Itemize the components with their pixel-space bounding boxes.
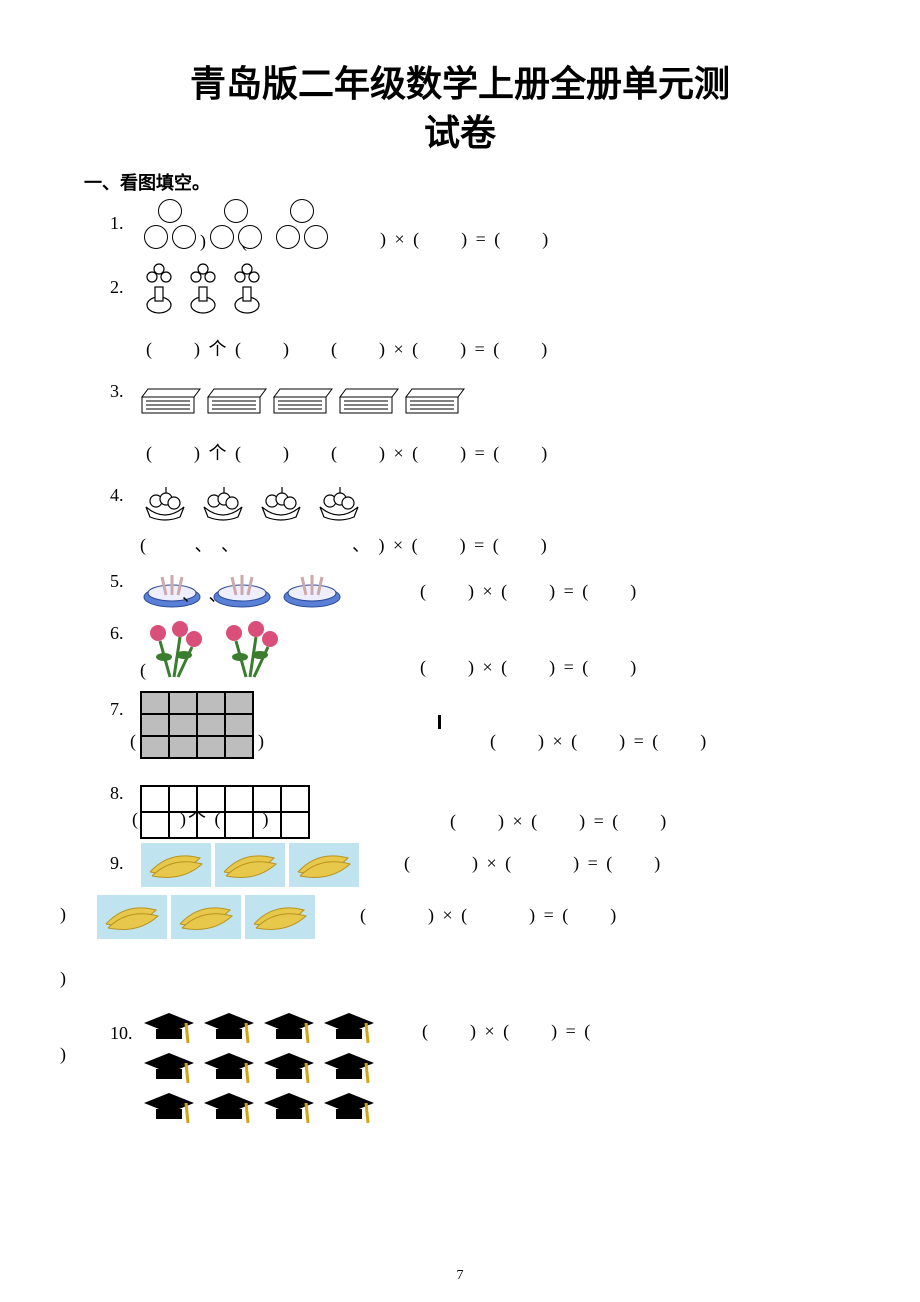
banana-icon — [140, 842, 212, 888]
q6-pics — [140, 619, 400, 685]
count-blank[interactable]: ( — [140, 660, 148, 681]
roses-icon — [216, 619, 286, 685]
count-blank[interactable]: ( 、 、 、 ) × ( ) = ( ) — [140, 531, 549, 557]
q1-pics: ) 个 ( — [140, 199, 400, 257]
question-3-eq: ( ) 个 ( ) ( ) × ( ) = ( ) — [110, 419, 840, 471]
q-number: 5. — [110, 557, 140, 592]
circles-icon — [272, 199, 332, 257]
equation-blank[interactable]: ( ) × ( ) = ( ) — [420, 653, 638, 685]
equation-blank[interactable]: ( ) × ( ) = ( ) — [331, 439, 549, 471]
equation-blank[interactable]: ) × ( ) = ( ) — [380, 225, 550, 257]
q-number: 8. — [110, 769, 140, 804]
question-4-eq: ( 、 、 、 ) × ( ) = ( ) — [110, 505, 840, 557]
q-number: 1. — [110, 199, 140, 234]
count-blank[interactable]: ( )个 ( ) — [132, 805, 270, 831]
title-line2: 试卷 — [424, 112, 496, 153]
count-blank[interactable]: ( ) 个 ( ) — [146, 439, 291, 471]
question-9: 9. ( ) × ( ) = ( ) — [110, 839, 840, 891]
banana-icon — [214, 842, 286, 888]
closing-paren: ) — [60, 1044, 66, 1071]
closing-paren: ) — [60, 904, 66, 931]
banana-icon — [288, 842, 360, 888]
question-2: 2. — [110, 263, 840, 315]
roses-icon — [140, 619, 210, 685]
equation-blank[interactable]: ( ) × ( ) = ( ) — [450, 807, 668, 839]
vase-icon — [228, 263, 266, 315]
q-number: 6. — [110, 609, 140, 644]
q9-pics-row1 — [140, 842, 360, 888]
q3-pics — [140, 387, 466, 419]
question-2-eq: ( ) 个 ( ) ( ) × ( ) = ( ) — [110, 315, 840, 367]
question-1: 1. ) 个 ( ) × ( ) = ( ) — [110, 199, 840, 257]
circles-icon — [206, 199, 266, 257]
page-footer: 7 — [0, 1268, 920, 1284]
gradcap-icon — [260, 1089, 318, 1129]
banana-icon — [244, 894, 316, 940]
section-heading: 一、看图填空。 — [84, 169, 840, 195]
equation-blank[interactable]: ( ) × ( ) = ( ) — [420, 577, 638, 609]
banana-icon — [170, 894, 242, 940]
q-number: 2. — [110, 263, 140, 298]
q9-pics-row2 — [96, 894, 316, 940]
circles-icon — [140, 199, 200, 257]
equation-blank[interactable]: ( ) × ( ) = ( ) — [360, 901, 618, 933]
question-8: 8. ( )个 ( ) ( ) × ( ) = ( ) — [110, 769, 840, 839]
q-number: 4. — [110, 471, 140, 506]
q2-pics — [140, 263, 400, 315]
abacus-icon — [140, 387, 202, 419]
q-number: 3. — [110, 367, 140, 402]
abacus-icon — [404, 387, 466, 419]
question-7: 7. ( ) ( ) × ( ) = ( ) — [110, 685, 840, 759]
banana-icon — [96, 894, 168, 940]
q-number: 7. — [110, 685, 140, 720]
abacus-icon — [272, 387, 334, 419]
q-number: 9. — [110, 839, 140, 874]
pencase-icon — [280, 567, 344, 609]
question-6: 6. ( ( ) × ( ) = ( ) — [110, 609, 840, 685]
gradcap-icon — [320, 1089, 378, 1129]
question-5: 5. 、 、 ( ) × ( ) = ( ) — [110, 557, 840, 609]
vase-icon — [140, 263, 178, 315]
equation-blank[interactable]: ( ) × ( ) = ( ) — [404, 849, 662, 881]
count-blank[interactable]: ( ) 个 ( ) — [146, 335, 291, 367]
question-9c: ) — [110, 943, 840, 995]
equation-blank[interactable]: ( ) × ( ) = ( ) — [490, 727, 708, 759]
title-line1: 青岛版二年级数学上册全册单元测 — [190, 63, 730, 104]
q5-pics — [140, 567, 400, 609]
vase-icon — [184, 263, 222, 315]
equation-blank[interactable]: ( ) × ( ) = ( ) — [331, 335, 549, 367]
count-blank[interactable]: 、 、 — [182, 581, 229, 607]
question-3: 3. — [110, 367, 840, 419]
question-10b: ) — [110, 1019, 840, 1071]
closing-paren: ) — [60, 968, 66, 995]
abacus-icon — [338, 387, 400, 419]
gradcap-icon — [140, 1089, 198, 1129]
question-9b: ) ( ) × ( ) = ( ) — [110, 891, 840, 943]
abacus-icon — [206, 387, 268, 419]
gradcap-icon — [200, 1089, 258, 1129]
count-blank[interactable]: ( ) — [130, 727, 266, 753]
